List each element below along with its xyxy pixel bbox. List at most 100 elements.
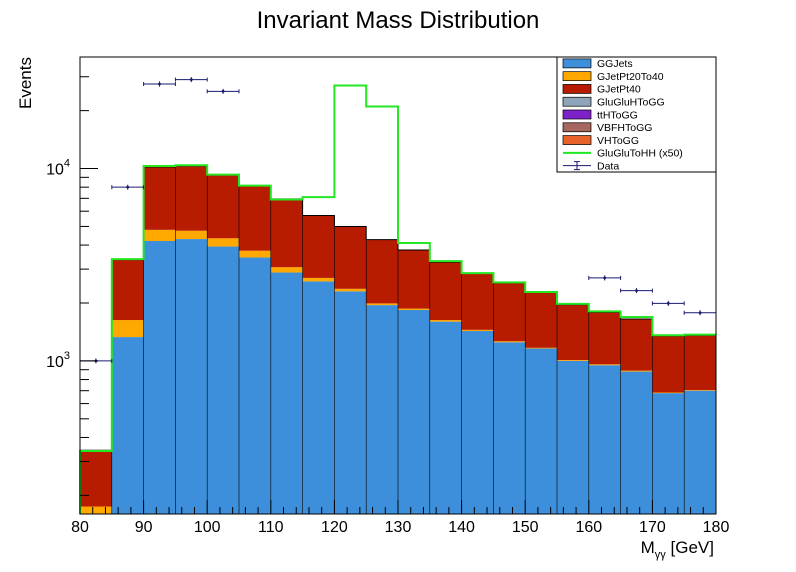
legend-entry: GluGluToHH (x50) bbox=[563, 148, 683, 160]
x-tick-label: 150 bbox=[512, 519, 539, 536]
stack-bar bbox=[557, 304, 589, 361]
stack-bar bbox=[461, 331, 494, 514]
legend-swatch bbox=[562, 122, 592, 133]
stack-bar bbox=[334, 291, 367, 514]
stack-bar bbox=[175, 239, 208, 514]
stack-bar bbox=[429, 321, 462, 514]
stack-bar bbox=[429, 320, 462, 322]
legend-entry: ttHToGG bbox=[562, 109, 638, 121]
stack-bar bbox=[557, 360, 589, 514]
x-tick-label: 160 bbox=[575, 519, 602, 536]
legend-swatch bbox=[562, 58, 592, 69]
stack-bar bbox=[302, 215, 335, 278]
legend: GGJetsGJetPt20To40GJetPt40GluGluHToGGttH… bbox=[556, 56, 717, 173]
y-tick-label: 104 bbox=[46, 158, 70, 179]
legend-label: VHToGG bbox=[597, 135, 639, 147]
plot-area bbox=[79, 77, 717, 515]
stack-bar bbox=[652, 392, 685, 394]
stack-bar bbox=[620, 319, 653, 371]
legend-entry: VHToGG bbox=[562, 135, 639, 147]
stack-bar bbox=[398, 308, 430, 310]
stack-bar bbox=[270, 272, 303, 514]
legend-entry: GJetPt20To40 bbox=[562, 71, 664, 83]
stack-bar bbox=[684, 390, 716, 391]
legend-label: VBFHToGG bbox=[597, 122, 652, 134]
legend-entry: Data bbox=[563, 160, 619, 172]
x-tick-label: 110 bbox=[258, 519, 284, 536]
stack-bar bbox=[557, 360, 589, 361]
stack-bar bbox=[525, 348, 557, 514]
x-tick-label: 120 bbox=[321, 519, 348, 536]
legend-label: GluGluHToGG bbox=[597, 97, 665, 109]
legend-entry: GJetPt40 bbox=[562, 84, 641, 96]
stack-bar bbox=[302, 281, 335, 514]
stack-bar bbox=[143, 229, 176, 242]
legend-entry: VBFHToGG bbox=[562, 122, 652, 134]
axes: 80 90 100 110 120 130 140 150 160 170 180 103 104 bbox=[46, 76, 730, 536]
x-tick-label: 80 bbox=[71, 519, 89, 536]
legend-label: ttHToGG bbox=[597, 109, 638, 121]
stack-bar bbox=[525, 292, 557, 348]
stack-bar bbox=[398, 250, 430, 309]
bin-separators bbox=[111, 166, 685, 514]
stack-bar bbox=[588, 312, 621, 365]
stack-bar bbox=[493, 282, 526, 342]
stack-bar bbox=[80, 506, 112, 514]
data-point bbox=[620, 288, 653, 294]
stack-bar bbox=[366, 303, 398, 306]
data-point bbox=[143, 81, 176, 87]
x-axis-label-symbol: M bbox=[641, 538, 655, 557]
x-tick-label: 140 bbox=[448, 519, 475, 536]
legend-label: GluGluToHH (x50) bbox=[597, 148, 683, 160]
stack-bar bbox=[493, 341, 526, 343]
stack-bar bbox=[652, 393, 685, 514]
legend-swatch bbox=[562, 84, 592, 94]
stack-bar bbox=[493, 342, 526, 514]
data-point bbox=[111, 184, 145, 190]
stack-bar bbox=[366, 305, 398, 514]
y-tick-label: 103 bbox=[46, 350, 70, 371]
stack-bar bbox=[398, 309, 430, 514]
legend-swatch bbox=[562, 135, 592, 145]
x-tick-label: 180 bbox=[703, 519, 730, 536]
stack-bar bbox=[461, 273, 494, 330]
stack-bar bbox=[270, 267, 303, 273]
stack-bar bbox=[80, 450, 112, 507]
stack-bar bbox=[207, 174, 239, 239]
x-tick-label: 130 bbox=[385, 519, 412, 536]
stack-bar bbox=[620, 370, 653, 372]
stack-bar bbox=[652, 335, 685, 393]
data-point bbox=[206, 88, 240, 94]
x-axis-label-subscript: γγ bbox=[655, 549, 667, 561]
signal-line bbox=[79, 84, 716, 514]
data-point bbox=[588, 275, 622, 281]
stack-bar bbox=[239, 185, 271, 251]
stack-bar bbox=[684, 335, 716, 391]
stack-bar bbox=[588, 364, 621, 366]
stack-bar bbox=[588, 365, 621, 514]
legend-swatch bbox=[562, 96, 592, 107]
legend-swatch bbox=[562, 71, 592, 82]
stack-bar bbox=[525, 347, 557, 349]
stack-bar bbox=[429, 262, 462, 321]
stack-bar bbox=[302, 277, 335, 282]
stack-bar bbox=[143, 241, 176, 514]
x-axis-label-unit: [GeV] bbox=[671, 538, 714, 557]
stack-bar bbox=[111, 259, 144, 321]
stack-bar bbox=[207, 238, 239, 247]
data-point bbox=[651, 300, 685, 306]
stack-bar bbox=[207, 246, 239, 515]
legend-label: GJetPt40 bbox=[597, 84, 641, 96]
stack-bar bbox=[111, 320, 144, 338]
legend-label: Data bbox=[597, 160, 619, 172]
data-point bbox=[174, 77, 208, 83]
stack-bar bbox=[684, 390, 716, 514]
x-tick-label: 90 bbox=[135, 519, 153, 536]
legend-entry: GGJets bbox=[562, 58, 633, 70]
stack-ggjets bbox=[111, 239, 716, 515]
legend-label: GJetPt20To40 bbox=[597, 71, 664, 83]
stack-bar bbox=[111, 337, 144, 514]
stack-bar bbox=[239, 250, 271, 258]
chart-title: Invariant Mass Distribution bbox=[257, 7, 540, 34]
